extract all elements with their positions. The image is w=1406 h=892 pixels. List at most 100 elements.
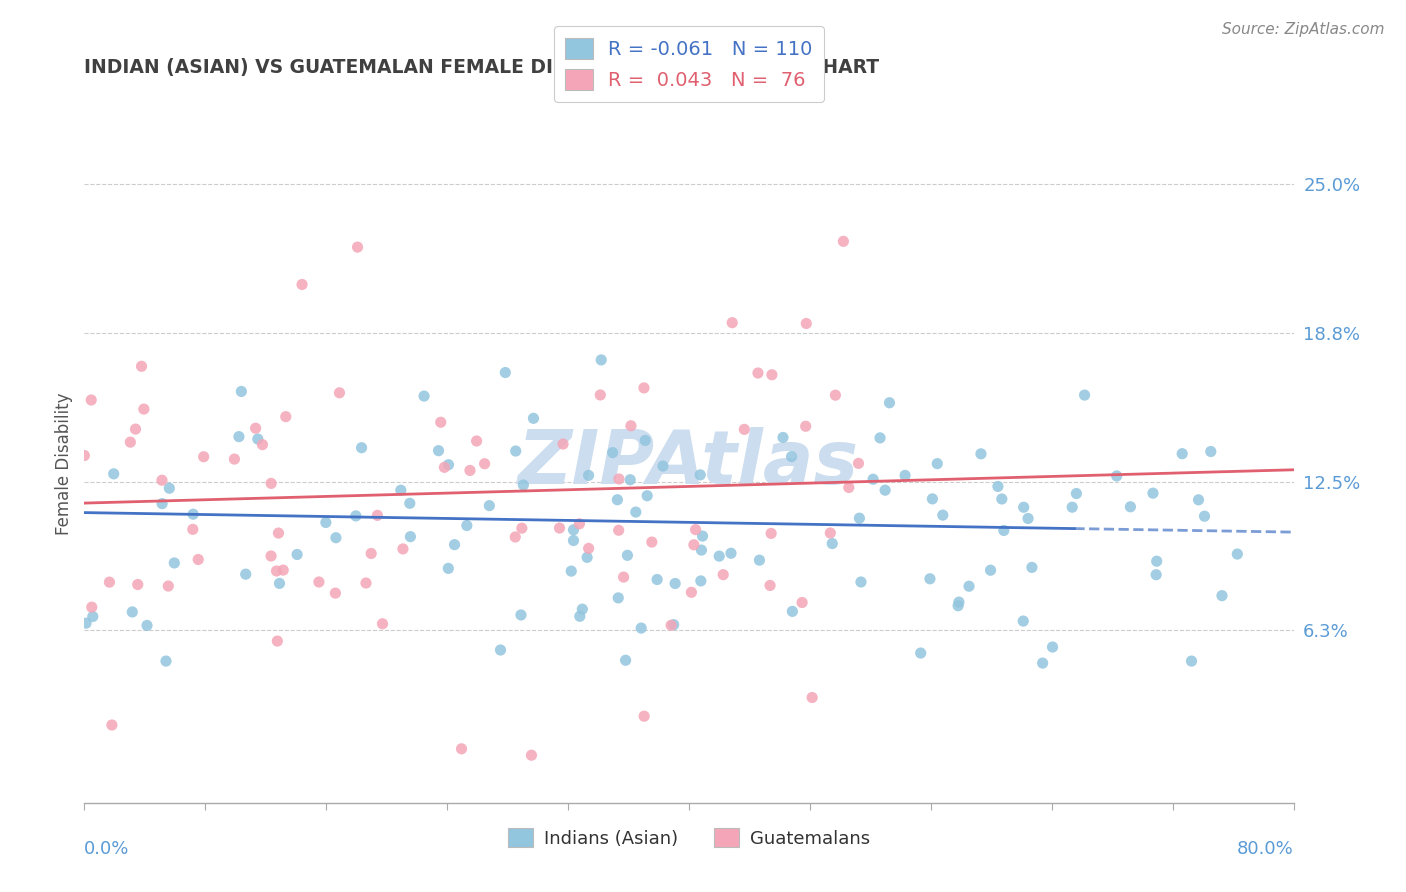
Point <box>269 576 291 591</box>
Point <box>1226 547 1249 561</box>
Point <box>121 605 143 619</box>
Point <box>602 445 624 459</box>
Point <box>782 604 804 618</box>
Point <box>150 497 173 511</box>
Point <box>437 458 460 472</box>
Point <box>399 530 422 544</box>
Point <box>571 602 593 616</box>
Point <box>274 409 297 424</box>
Point <box>260 549 283 563</box>
Point <box>1199 444 1222 458</box>
Point <box>606 492 628 507</box>
Point <box>927 457 949 471</box>
Point <box>761 368 783 382</box>
Point <box>987 479 1010 493</box>
Point <box>413 389 436 403</box>
Point <box>1066 486 1088 500</box>
Point <box>101 718 124 732</box>
Y-axis label: Female Disability: Female Disability <box>55 392 73 535</box>
Point <box>993 524 1015 538</box>
Point <box>505 444 527 458</box>
Point <box>683 538 706 552</box>
Point <box>946 599 969 613</box>
Point <box>193 450 215 464</box>
Point <box>576 550 599 565</box>
Point <box>616 549 638 563</box>
Point <box>869 431 891 445</box>
Point <box>790 595 813 609</box>
Point <box>346 240 368 254</box>
Text: 0.0%: 0.0% <box>84 840 129 858</box>
Point <box>562 523 585 537</box>
Point <box>124 422 146 436</box>
Point <box>163 556 186 570</box>
Point <box>848 511 870 525</box>
Point <box>568 609 591 624</box>
Point <box>291 277 314 292</box>
Point <box>821 536 844 550</box>
Point <box>759 526 782 541</box>
Point <box>260 476 283 491</box>
Point <box>392 541 415 556</box>
Point <box>315 516 337 530</box>
Point <box>443 538 465 552</box>
Point <box>510 521 533 535</box>
Point <box>80 600 103 615</box>
Point <box>510 607 533 622</box>
Point <box>690 543 713 558</box>
Point <box>132 402 155 417</box>
Point <box>578 468 600 483</box>
Text: INDIAN (ASIAN) VS GUATEMALAN FEMALE DISABILITY CORRELATION CHART: INDIAN (ASIAN) VS GUATEMALAN FEMALE DISA… <box>84 58 880 78</box>
Point <box>591 352 613 367</box>
Point <box>73 449 96 463</box>
Point <box>1187 492 1209 507</box>
Point <box>619 473 641 487</box>
Point <box>589 388 612 402</box>
Point <box>1119 500 1142 514</box>
Point <box>824 388 846 402</box>
Point <box>759 578 782 592</box>
Point <box>267 526 290 541</box>
Point <box>427 443 450 458</box>
Point <box>748 553 770 567</box>
Point <box>271 563 294 577</box>
Point <box>155 654 177 668</box>
Point <box>918 572 941 586</box>
Point <box>474 457 496 471</box>
Point <box>354 576 377 591</box>
Point <box>838 481 860 495</box>
Point <box>120 435 142 450</box>
Point <box>848 456 870 470</box>
Point <box>636 489 658 503</box>
Point <box>328 385 350 400</box>
Point <box>948 595 970 609</box>
Point <box>429 415 451 429</box>
Point <box>820 526 842 541</box>
Point <box>633 381 655 395</box>
Point <box>562 533 585 548</box>
Point <box>1171 447 1194 461</box>
Legend: Indians (Asian), Guatemalans: Indians (Asian), Guatemalans <box>501 821 877 855</box>
Point <box>1146 554 1168 568</box>
Point <box>371 616 394 631</box>
Point <box>228 430 250 444</box>
Point <box>131 359 153 374</box>
Point <box>879 396 901 410</box>
Point <box>548 521 571 535</box>
Point <box>82 609 104 624</box>
Point <box>187 552 209 566</box>
Point <box>150 473 173 487</box>
Point <box>662 617 685 632</box>
Point <box>801 690 824 705</box>
Point <box>659 618 682 632</box>
Point <box>664 576 686 591</box>
Point <box>465 434 488 448</box>
Point <box>681 585 703 599</box>
Point <box>503 530 526 544</box>
Point <box>794 419 817 434</box>
Point <box>366 508 388 523</box>
Point <box>266 634 288 648</box>
Point <box>136 618 159 632</box>
Point <box>389 483 412 498</box>
Point <box>772 430 794 444</box>
